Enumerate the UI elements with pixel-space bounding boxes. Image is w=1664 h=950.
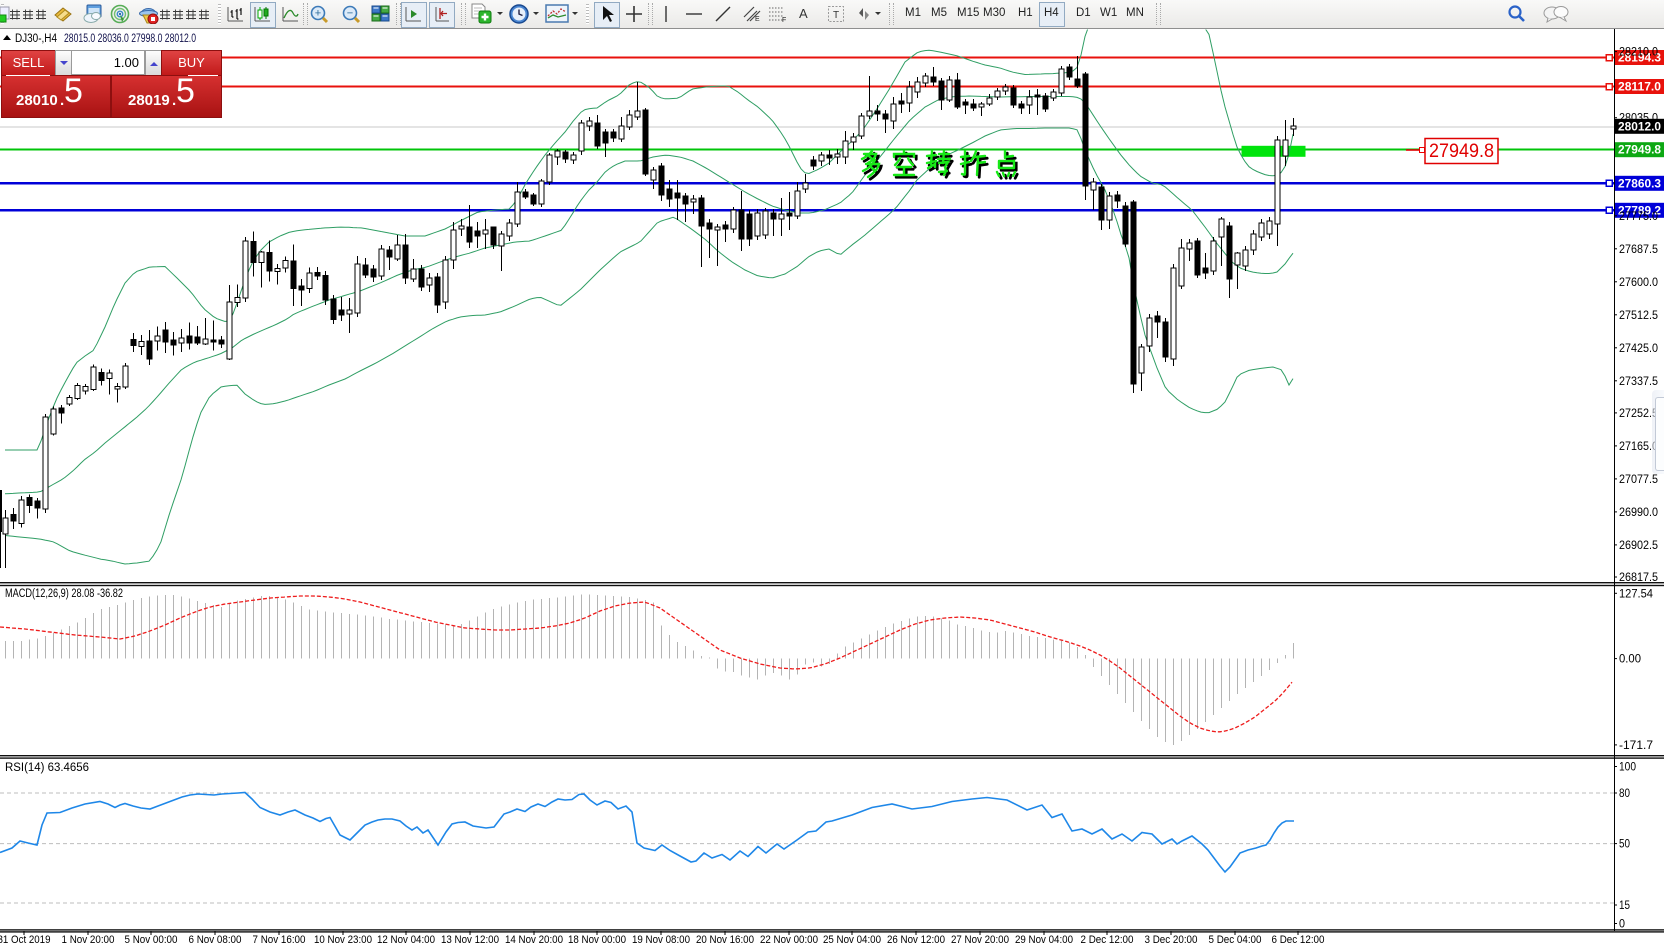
svg-text:28035.0: 28035.0 bbox=[1619, 113, 1658, 125]
svg-text:2 Dec 12:00: 2 Dec 12:00 bbox=[1081, 934, 1134, 946]
svg-text:26 Nov 12:00: 26 Nov 12:00 bbox=[887, 934, 945, 946]
svg-text:27337.5: 27337.5 bbox=[1619, 376, 1658, 388]
svg-text:80: 80 bbox=[1619, 788, 1630, 800]
svg-text:E: E bbox=[755, 16, 760, 23]
svg-text:3 Dec 20:00: 3 Dec 20:00 bbox=[1145, 934, 1198, 946]
svg-text:22 Nov 00:00: 22 Nov 00:00 bbox=[760, 934, 818, 946]
svg-text:27775.0: 27775.0 bbox=[1619, 211, 1658, 223]
svg-text:18 Nov 00:00: 18 Nov 00:00 bbox=[568, 934, 626, 946]
svg-text:27860.3: 27860.3 bbox=[1618, 178, 1661, 190]
svg-text:27077.5: 27077.5 bbox=[1619, 474, 1658, 486]
svg-text:28117.0: 28117.0 bbox=[1618, 82, 1661, 94]
svg-text:28210.0: 28210.0 bbox=[1619, 47, 1658, 59]
svg-text:-171.7: -171.7 bbox=[1619, 740, 1653, 752]
svg-text:5 Nov 00:00: 5 Nov 00:00 bbox=[125, 934, 178, 946]
svg-text:26902.5: 26902.5 bbox=[1619, 540, 1658, 552]
svg-text:15: 15 bbox=[1619, 900, 1630, 912]
svg-text:7 Nov 16:00: 7 Nov 16:00 bbox=[253, 934, 306, 946]
svg-text:−: − bbox=[347, 8, 353, 20]
svg-text:27949.8: 27949.8 bbox=[1429, 141, 1494, 162]
svg-text:27512.5: 27512.5 bbox=[1619, 310, 1658, 322]
svg-text:+: + bbox=[315, 8, 321, 20]
svg-text:14 Nov 20:00: 14 Nov 20:00 bbox=[505, 934, 563, 946]
svg-text:6 Nov 08:00: 6 Nov 08:00 bbox=[189, 934, 242, 946]
svg-text:28012.0: 28012.0 bbox=[1618, 121, 1661, 133]
svg-text:MACD(12,26,9) 28.08 -36.82: MACD(12,26,9) 28.08 -36.82 bbox=[5, 588, 123, 600]
svg-text:F: F bbox=[782, 17, 786, 23]
svg-text:27252.5: 27252.5 bbox=[1619, 408, 1658, 420]
svg-text:50: 50 bbox=[1619, 839, 1630, 851]
svg-text:19 Nov 08:00: 19 Nov 08:00 bbox=[632, 934, 690, 946]
svg-text:T: T bbox=[833, 10, 839, 21]
svg-text:27425.0: 27425.0 bbox=[1619, 343, 1658, 355]
svg-text:127.54: 127.54 bbox=[1619, 588, 1654, 600]
svg-text:DJ30-,H4: DJ30-,H4 bbox=[15, 33, 58, 45]
svg-text:1 Nov 20:00: 1 Nov 20:00 bbox=[62, 934, 115, 946]
svg-text:25 Nov 04:00: 25 Nov 04:00 bbox=[823, 934, 881, 946]
svg-text:27789.2: 27789.2 bbox=[1618, 205, 1661, 217]
svg-text:5 Dec 04:00: 5 Dec 04:00 bbox=[1209, 934, 1262, 946]
svg-text:28015.0 28036.0 27998.0 28012.: 28015.0 28036.0 27998.0 28012.0 bbox=[64, 33, 196, 45]
svg-text:0.00: 0.00 bbox=[1619, 654, 1641, 666]
svg-text:27165.0: 27165.0 bbox=[1619, 441, 1658, 453]
svg-text:26990.0: 26990.0 bbox=[1619, 507, 1658, 519]
svg-text:27949.8: 27949.8 bbox=[1618, 145, 1662, 157]
svg-text:20 Nov 16:00: 20 Nov 16:00 bbox=[696, 934, 754, 946]
svg-text:0: 0 bbox=[1619, 919, 1625, 931]
svg-text:31 Oct 2019: 31 Oct 2019 bbox=[0, 934, 51, 946]
svg-text:100: 100 bbox=[1619, 762, 1636, 774]
svg-text:29 Nov 04:00: 29 Nov 04:00 bbox=[1015, 934, 1073, 946]
svg-text:10 Nov 23:00: 10 Nov 23:00 bbox=[314, 934, 372, 946]
svg-text:12 Nov 04:00: 12 Nov 04:00 bbox=[377, 934, 435, 946]
svg-text:26817.5: 26817.5 bbox=[1619, 572, 1658, 584]
svg-text:27687.5: 27687.5 bbox=[1619, 244, 1658, 256]
svg-text:6 Dec 12:00: 6 Dec 12:00 bbox=[1272, 934, 1325, 946]
svg-text:27 Nov 20:00: 27 Nov 20:00 bbox=[951, 934, 1009, 946]
svg-text:27600.0: 27600.0 bbox=[1619, 277, 1658, 289]
svg-text:13 Nov 12:00: 13 Nov 12:00 bbox=[441, 934, 499, 946]
svg-text:28194.3: 28194.3 bbox=[1618, 53, 1661, 65]
svg-text:RSI(14) 63.4656: RSI(14) 63.4656 bbox=[5, 762, 89, 774]
